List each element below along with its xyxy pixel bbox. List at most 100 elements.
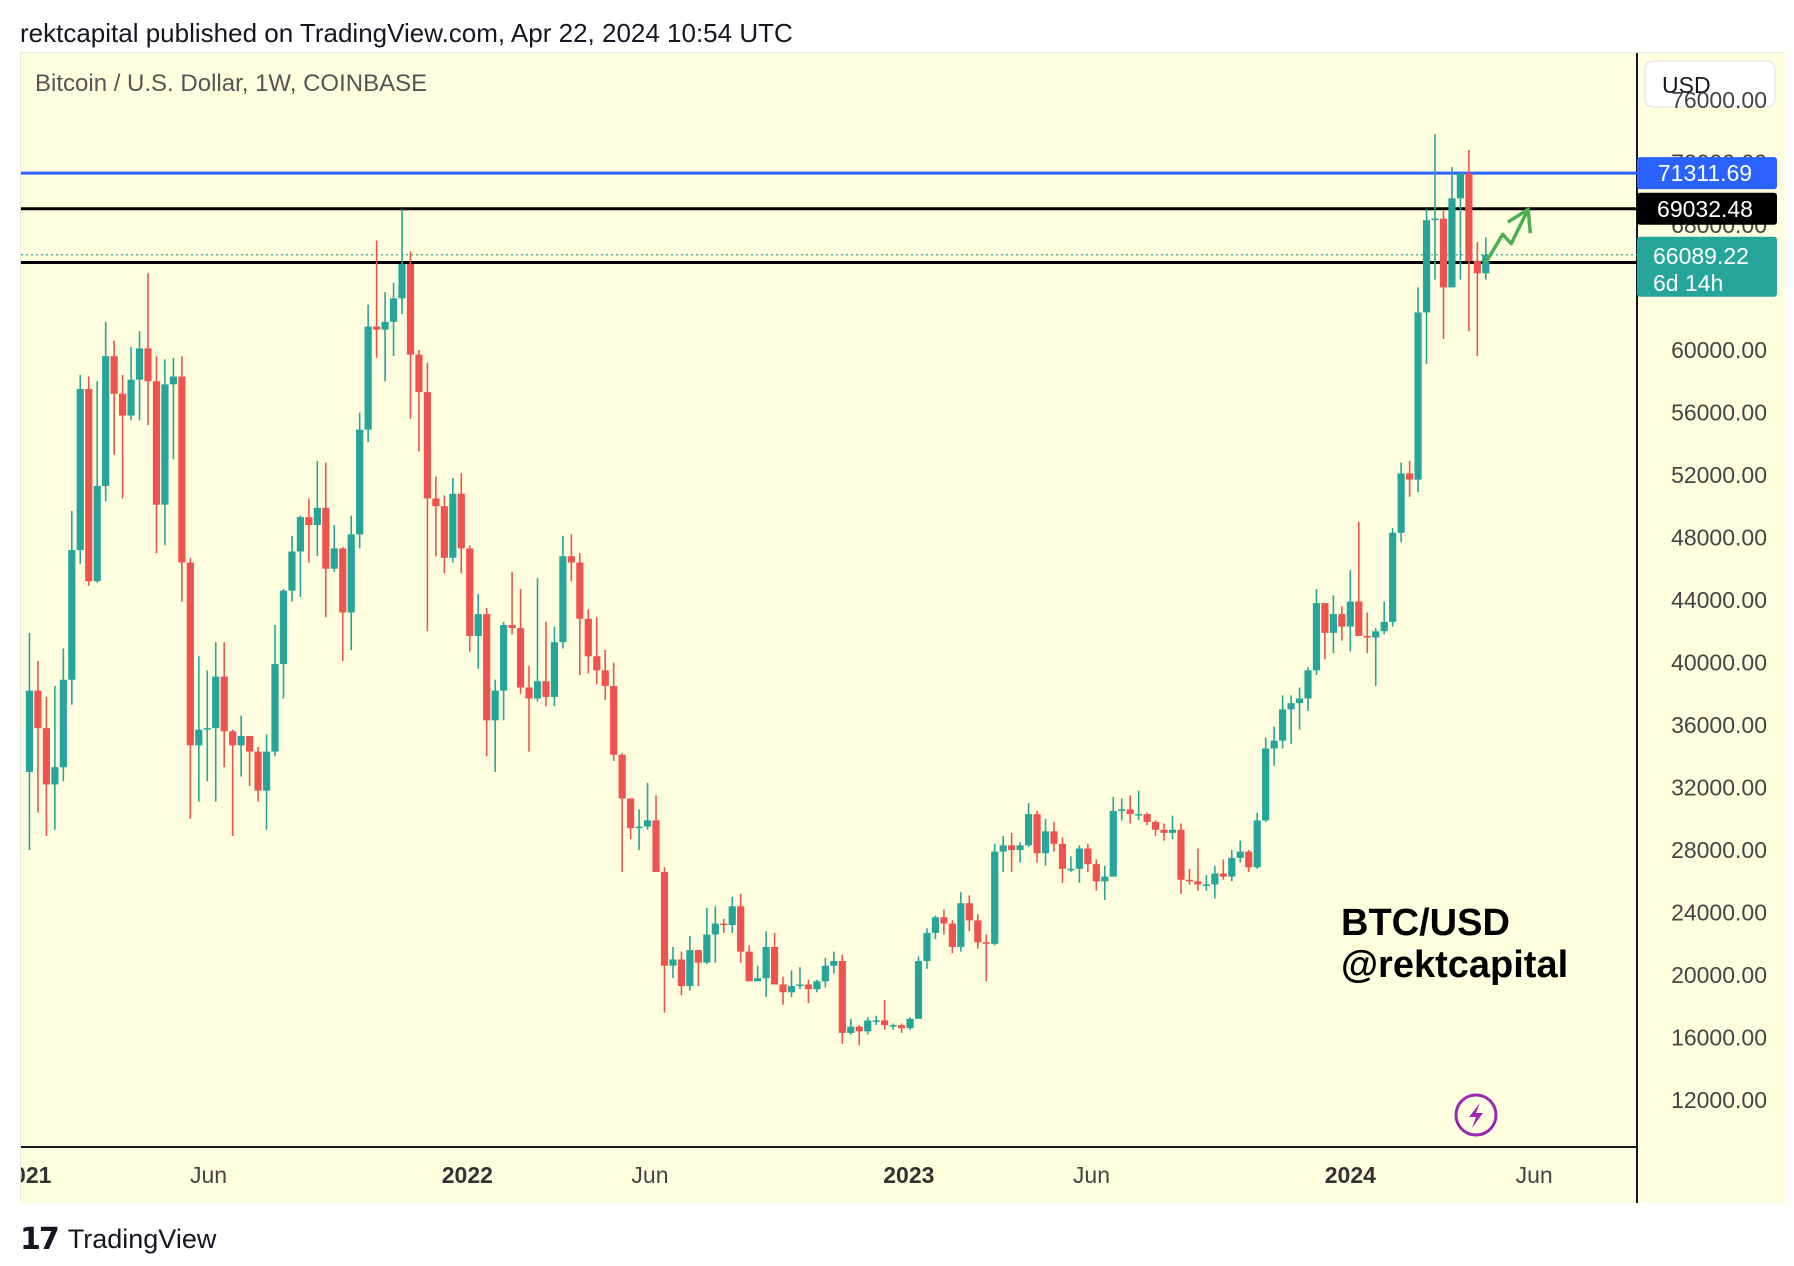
candle-body[interactable] — [305, 517, 313, 525]
candle-body[interactable] — [271, 664, 279, 752]
candle-body[interactable] — [525, 687, 533, 699]
candle-body[interactable] — [500, 625, 508, 691]
candle-body[interactable] — [770, 946, 779, 985]
candle-body[interactable] — [102, 356, 110, 486]
candle-body[interactable] — [1024, 814, 1033, 846]
candle-body[interactable] — [1211, 873, 1219, 885]
candle-body[interactable] — [254, 751, 262, 791]
candle-body[interactable] — [601, 670, 609, 686]
candle-body[interactable] — [627, 798, 635, 829]
candle-body[interactable] — [635, 826, 643, 829]
candle-body[interactable] — [68, 549, 76, 680]
candle-body[interactable] — [1008, 845, 1016, 851]
candle-body[interactable] — [1135, 814, 1143, 816]
candle-body[interactable] — [923, 932, 931, 962]
candle-body[interactable] — [754, 978, 762, 982]
candle-body[interactable] — [51, 767, 59, 785]
candle-body[interactable] — [576, 562, 584, 619]
candle-body[interactable] — [1473, 260, 1481, 274]
candle-body[interactable] — [330, 548, 338, 569]
candle-body[interactable] — [432, 498, 440, 507]
candle-body[interactable] — [711, 923, 719, 935]
candle-body[interactable] — [1126, 809, 1134, 815]
candle-body[interactable] — [364, 326, 372, 430]
candle-body[interactable] — [906, 1018, 914, 1029]
candle-body[interactable] — [398, 263, 406, 299]
candle-body[interactable] — [1084, 848, 1092, 865]
candle-body[interactable] — [178, 376, 186, 563]
candle-body[interactable] — [669, 959, 677, 966]
candle-body[interactable] — [838, 961, 846, 1033]
candle-body[interactable] — [931, 917, 940, 933]
candle-body[interactable] — [1058, 843, 1067, 869]
candle-body[interactable] — [246, 735, 254, 752]
candle-body[interactable] — [415, 354, 423, 393]
candle-body[interactable] — [1287, 703, 1295, 710]
candle-body[interactable] — [1185, 879, 1194, 882]
candle-body[interactable] — [42, 728, 51, 785]
candle-body[interactable] — [1253, 820, 1261, 868]
candle-body[interactable] — [957, 903, 965, 947]
lightning-icon[interactable] — [1454, 1093, 1498, 1137]
candle-body[interactable] — [889, 1025, 897, 1027]
candle-body[interactable] — [686, 950, 694, 987]
candle-body[interactable] — [610, 685, 618, 755]
candle-body[interactable] — [779, 984, 787, 993]
candle-body[interactable] — [830, 961, 838, 966]
candle-body[interactable] — [584, 618, 592, 657]
candle-body[interactable] — [1414, 312, 1422, 480]
candle-body[interactable] — [940, 917, 948, 924]
candle-body[interactable] — [821, 965, 829, 982]
candle-body[interactable] — [720, 923, 728, 926]
candle-body[interactable] — [1312, 603, 1321, 671]
candle-body[interactable] — [423, 392, 432, 499]
candle-body[interactable] — [1016, 845, 1024, 851]
candle-body[interactable] — [1245, 851, 1253, 868]
candle-body[interactable] — [1160, 829, 1168, 833]
candle-body[interactable] — [195, 729, 203, 746]
candle-body[interactable] — [1270, 740, 1278, 749]
candle-body[interactable] — [999, 845, 1007, 852]
candle-body[interactable] — [728, 906, 736, 926]
candle-body[interactable] — [1151, 821, 1160, 830]
candle-body[interactable] — [703, 934, 711, 963]
candle-body[interactable] — [85, 389, 93, 582]
candle-body[interactable] — [533, 681, 542, 699]
candle-body[interactable] — [119, 393, 127, 416]
candle-body[interactable] — [872, 1020, 880, 1022]
candle-body[interactable] — [855, 1026, 863, 1032]
candle-body[interactable] — [1372, 631, 1380, 638]
candle-body[interactable] — [1363, 635, 1371, 638]
candle-body[interactable] — [237, 735, 245, 746]
tradingview-logo[interactable]: 17 TradingView — [20, 1222, 216, 1257]
candle-body[interactable] — [288, 551, 296, 591]
candle-body[interactable] — [483, 614, 491, 721]
candle-body[interactable] — [279, 590, 288, 665]
candle-body[interactable] — [457, 493, 465, 549]
candle-body[interactable] — [652, 820, 660, 872]
candle-body[interactable] — [1177, 829, 1185, 880]
candle-body[interactable] — [59, 679, 67, 768]
candle-body[interactable] — [737, 906, 745, 952]
candle-body[interactable] — [1389, 532, 1397, 622]
candle-body[interactable] — [787, 986, 796, 993]
candle-body[interactable] — [1262, 748, 1270, 821]
candle-body[interactable] — [144, 348, 152, 382]
candle-body[interactable] — [593, 656, 601, 671]
candle-body[interactable] — [1295, 698, 1304, 704]
candle-body[interactable] — [1092, 864, 1100, 882]
candle-body[interactable] — [1380, 621, 1388, 632]
candle-body[interactable] — [1050, 831, 1058, 844]
candle-body[interactable] — [474, 614, 482, 636]
candle-body[interactable] — [982, 942, 990, 944]
candle-body[interactable] — [1338, 614, 1346, 627]
candle-body[interactable] — [1405, 473, 1414, 480]
candle-body[interactable] — [897, 1025, 906, 1029]
candle-body[interactable] — [1236, 851, 1244, 858]
candle-body[interactable] — [660, 871, 669, 966]
candle-body[interactable] — [135, 348, 144, 380]
candle-body[interactable] — [34, 690, 42, 729]
btc-weekly-chart[interactable]: Bitcoin / U.S. Dollar, 1W, COINBASE USD76… — [21, 53, 1785, 1203]
candle-body[interactable] — [974, 920, 982, 943]
candle-body[interactable] — [567, 556, 575, 563]
